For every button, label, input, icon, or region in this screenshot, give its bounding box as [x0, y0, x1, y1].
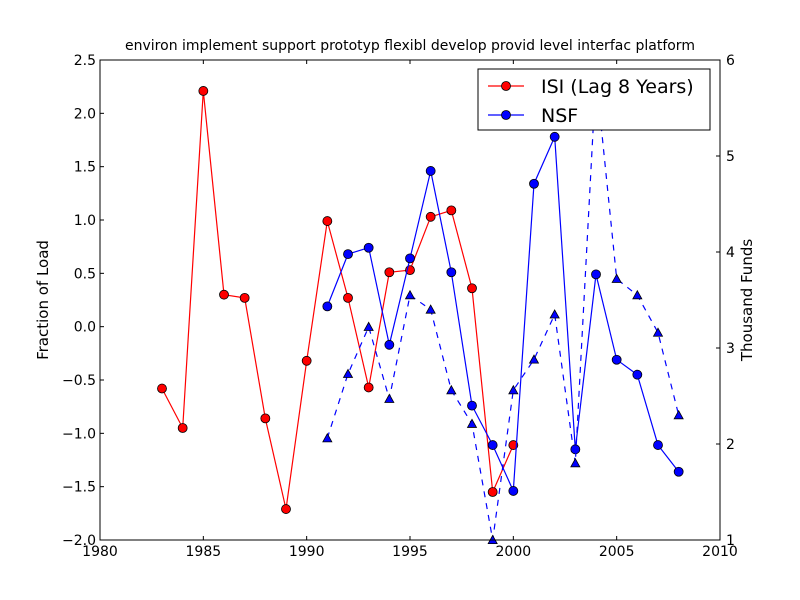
data-point-nsf	[405, 253, 415, 264]
data-point-nsf-funds	[363, 321, 374, 331]
y-tick-label: 0.0	[74, 320, 96, 336]
data-point-nsf-funds	[466, 418, 478, 428]
data-point-nsf	[343, 249, 353, 260]
data-point-nsf	[529, 178, 539, 189]
data-point-nsf-funds	[611, 273, 622, 283]
data-point-nsf	[673, 466, 684, 477]
data-point-nsf	[467, 400, 477, 411]
y2-axis-label: Thousand Funds	[738, 239, 756, 362]
data-point-isi-lag-8-years	[260, 413, 271, 424]
data-point-isi-lag-8-years	[384, 267, 395, 278]
data-point-isi-lag-8-years	[198, 86, 209, 96]
data-point-nsf	[508, 486, 519, 496]
data-point-nsf-funds	[570, 457, 581, 468]
legend-marker-isi	[501, 81, 511, 91]
y2-tick-label: 2	[726, 437, 735, 453]
data-point-nsf-funds	[425, 304, 436, 314]
data-point-nsf-funds	[632, 289, 643, 300]
data-point-nsf-funds	[384, 393, 395, 403]
data-point-isi-lag-8-years	[177, 423, 188, 433]
legend-label-isi: ISI (Lag 8 Years)	[541, 76, 694, 98]
data-point-nsf	[653, 440, 663, 450]
data-point-nsf-funds	[322, 432, 333, 443]
data-point-isi-lag-8-years	[157, 383, 167, 394]
y-tick-label: 2.5	[74, 53, 96, 69]
data-point-nsf	[322, 301, 333, 312]
data-point-isi-lag-8-years	[301, 355, 312, 366]
y2-tick-label: 1	[726, 533, 735, 549]
chart-title: environ implement support prototyp flexi…	[125, 38, 695, 54]
data-point-isi-lag-8-years	[281, 504, 291, 514]
data-point-isi-lag-8-years	[219, 289, 229, 300]
data-point-nsf-funds	[446, 384, 457, 395]
data-point-nsf	[446, 267, 457, 278]
data-point-nsf	[611, 354, 622, 365]
data-point-isi-lag-8-years	[239, 292, 250, 303]
y-tick-label: 1.0	[74, 213, 96, 229]
plot-frame	[99, 59, 721, 541]
data-point-nsf-funds	[673, 409, 684, 420]
data-point-nsf	[632, 369, 643, 380]
y2-tick-label: 4	[726, 245, 735, 261]
y-tick-label: −2.0	[62, 533, 96, 549]
x-tick-label: 2000	[496, 544, 532, 560]
data-point-nsf	[591, 269, 601, 280]
data-point-isi-lag-8-years	[508, 440, 519, 450]
y-tick-label: −0.5	[62, 373, 96, 389]
legend-label-nsf: NSF	[541, 105, 578, 127]
y-tick-label: 1.5	[74, 160, 96, 176]
data-point-nsf	[549, 131, 560, 142]
x-tick-label: 1995	[392, 544, 428, 560]
data-point-isi-lag-8-years	[363, 382, 374, 393]
x-tick-label: 2005	[599, 544, 635, 560]
plot-area: 1980 1985 1990 1995 2000 2005 2010 −2.0 −1.5 −1.0…	[62, 53, 738, 560]
legend-marker-nsf	[501, 110, 511, 120]
y2-tick-label: 6	[726, 53, 735, 69]
data-point-nsf-funds	[404, 289, 416, 300]
y-tick-label: −1.5	[62, 480, 96, 496]
plot-background	[100, 60, 720, 540]
data-point-nsf	[363, 242, 374, 253]
data-point-nsf-funds	[652, 327, 664, 337]
data-point-isi-lag-8-years	[322, 216, 333, 226]
data-point-nsf-funds	[549, 309, 560, 319]
data-point-nsf-funds	[342, 368, 354, 378]
data-point-nsf-funds	[528, 354, 540, 364]
y-tick-label: 0.5	[74, 266, 96, 282]
series-line-isi-lag-8-years	[161, 90, 514, 510]
y2-tick-label: 3	[726, 341, 735, 357]
y-tick-label: 2.0	[74, 106, 96, 122]
x-tick-label: 1985	[186, 544, 222, 560]
x-tick-label: 2010	[702, 544, 738, 560]
y-tick-label: −1.0	[62, 426, 96, 442]
data-point-isi-lag-8-years	[446, 205, 457, 216]
data-point-isi-lag-8-years	[425, 211, 436, 222]
legend-box	[477, 68, 711, 131]
data-point-isi-lag-8-years	[487, 487, 498, 497]
data-point-nsf	[425, 166, 436, 176]
y-axis-label: Fraction of Load	[34, 240, 52, 360]
y2-tick-label: 5	[726, 149, 735, 165]
data-point-nsf	[384, 339, 395, 350]
data-point-isi-lag-8-years	[467, 283, 477, 294]
legend: ISI (Lag 8 Years) NSF	[477, 68, 711, 131]
data-point-isi-lag-8-years	[343, 292, 353, 303]
x-tick-label: 1980	[82, 544, 118, 560]
data-point-nsf-funds	[508, 384, 519, 395]
data-point-nsf	[487, 440, 498, 450]
tick-layer: 1980 1985 1990 1995 2000 2005 2010 −2.0 −1.5 −1.0…	[62, 53, 738, 560]
x-tick-label: 1990	[289, 544, 325, 560]
